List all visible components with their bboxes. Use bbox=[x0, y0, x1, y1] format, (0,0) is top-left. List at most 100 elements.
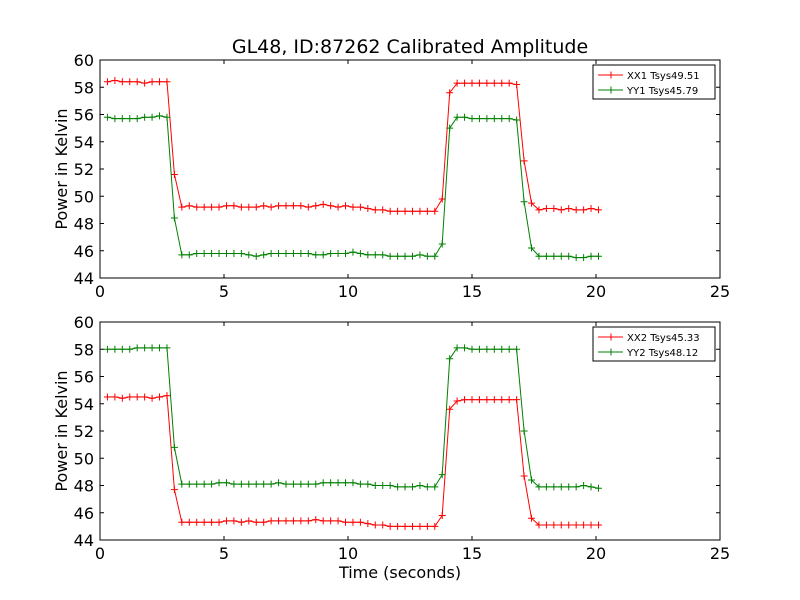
x-tick-label: 20 bbox=[586, 282, 606, 301]
data-point bbox=[394, 252, 402, 260]
data-point bbox=[118, 115, 126, 123]
data-point bbox=[349, 479, 357, 487]
data-point bbox=[275, 249, 283, 257]
series-1 bbox=[103, 76, 602, 215]
data-point bbox=[222, 249, 230, 257]
data-point bbox=[498, 79, 506, 87]
x-tick-label: 5 bbox=[219, 544, 229, 563]
data-point bbox=[461, 113, 469, 121]
series-2 bbox=[103, 112, 602, 262]
data-point bbox=[304, 480, 312, 488]
data-point bbox=[475, 79, 483, 87]
data-point bbox=[379, 251, 387, 259]
data-point bbox=[327, 249, 335, 257]
data-point bbox=[468, 345, 476, 353]
data-point bbox=[535, 483, 543, 491]
data-point bbox=[163, 113, 171, 121]
data-point bbox=[215, 479, 223, 487]
data-point bbox=[118, 345, 126, 353]
data-point bbox=[557, 483, 565, 491]
data-point bbox=[304, 517, 312, 525]
data-point bbox=[438, 240, 446, 248]
data-point bbox=[557, 521, 565, 529]
data-point bbox=[475, 115, 483, 123]
x-tick-label: 25 bbox=[710, 544, 730, 563]
data-point bbox=[356, 480, 364, 488]
data-point bbox=[446, 124, 454, 132]
x-tick-label: 10 bbox=[338, 282, 358, 301]
data-point bbox=[386, 252, 394, 260]
data-point bbox=[528, 199, 536, 207]
data-point bbox=[520, 157, 528, 165]
data-point bbox=[252, 518, 260, 526]
data-point bbox=[416, 482, 424, 489]
y-tick-label: 46 bbox=[74, 504, 94, 523]
legend-entry: YY1 Tsys45.79 bbox=[598, 86, 698, 97]
data-point bbox=[401, 252, 409, 260]
data-point bbox=[513, 81, 521, 89]
data-point bbox=[245, 517, 253, 525]
data-point bbox=[193, 518, 201, 526]
data-point bbox=[304, 203, 312, 211]
data-point bbox=[237, 249, 245, 257]
data-point bbox=[379, 482, 387, 489]
data-point bbox=[594, 484, 602, 492]
data-point bbox=[408, 522, 416, 530]
data-point bbox=[334, 517, 342, 525]
data-point bbox=[483, 79, 491, 87]
data-point bbox=[208, 518, 216, 526]
data-point bbox=[594, 521, 602, 529]
figure-title: GL48, ID:87262 Calibrated Amplitude bbox=[232, 36, 588, 58]
data-point bbox=[312, 516, 320, 524]
data-point bbox=[453, 344, 461, 352]
x-tick-label: 0 bbox=[95, 282, 105, 301]
data-point bbox=[245, 480, 253, 488]
data-point bbox=[133, 78, 141, 86]
data-point bbox=[528, 476, 536, 484]
data-point bbox=[297, 480, 305, 488]
y-tick-label: 54 bbox=[74, 395, 94, 414]
data-point bbox=[222, 517, 230, 525]
data-point bbox=[208, 203, 216, 211]
data-point bbox=[185, 202, 193, 210]
data-point bbox=[386, 522, 394, 530]
y-tick-label: 58 bbox=[74, 340, 94, 359]
data-point bbox=[141, 344, 149, 352]
data-point bbox=[364, 251, 372, 259]
series-2 bbox=[103, 344, 602, 492]
data-point bbox=[349, 248, 357, 256]
data-point bbox=[423, 522, 431, 530]
data-point bbox=[468, 396, 476, 404]
data-point bbox=[379, 521, 387, 529]
data-point bbox=[334, 249, 342, 257]
data-point bbox=[103, 345, 111, 353]
data-point bbox=[163, 392, 171, 400]
data-point bbox=[401, 522, 409, 530]
data-point bbox=[364, 520, 372, 528]
data-point bbox=[327, 517, 335, 525]
data-point bbox=[297, 249, 305, 257]
data-point bbox=[513, 116, 521, 124]
data-point bbox=[498, 396, 506, 404]
data-point bbox=[453, 113, 461, 121]
data-point bbox=[185, 251, 193, 259]
data-point bbox=[394, 522, 402, 530]
data-point bbox=[141, 113, 149, 121]
data-point bbox=[438, 471, 446, 479]
data-point bbox=[565, 521, 573, 529]
data-point bbox=[572, 206, 580, 214]
data-point bbox=[431, 207, 439, 215]
data-point bbox=[431, 522, 439, 530]
legend-box bbox=[592, 64, 716, 100]
data-point bbox=[245, 251, 253, 259]
data-point bbox=[438, 511, 446, 519]
data-point bbox=[156, 344, 164, 352]
y-tick-label: 58 bbox=[74, 78, 94, 97]
data-point bbox=[468, 115, 476, 123]
data-point bbox=[356, 518, 364, 526]
data-point bbox=[185, 518, 193, 526]
data-point bbox=[490, 345, 498, 353]
data-point bbox=[103, 78, 111, 86]
data-point bbox=[401, 207, 409, 215]
data-point bbox=[267, 517, 275, 525]
